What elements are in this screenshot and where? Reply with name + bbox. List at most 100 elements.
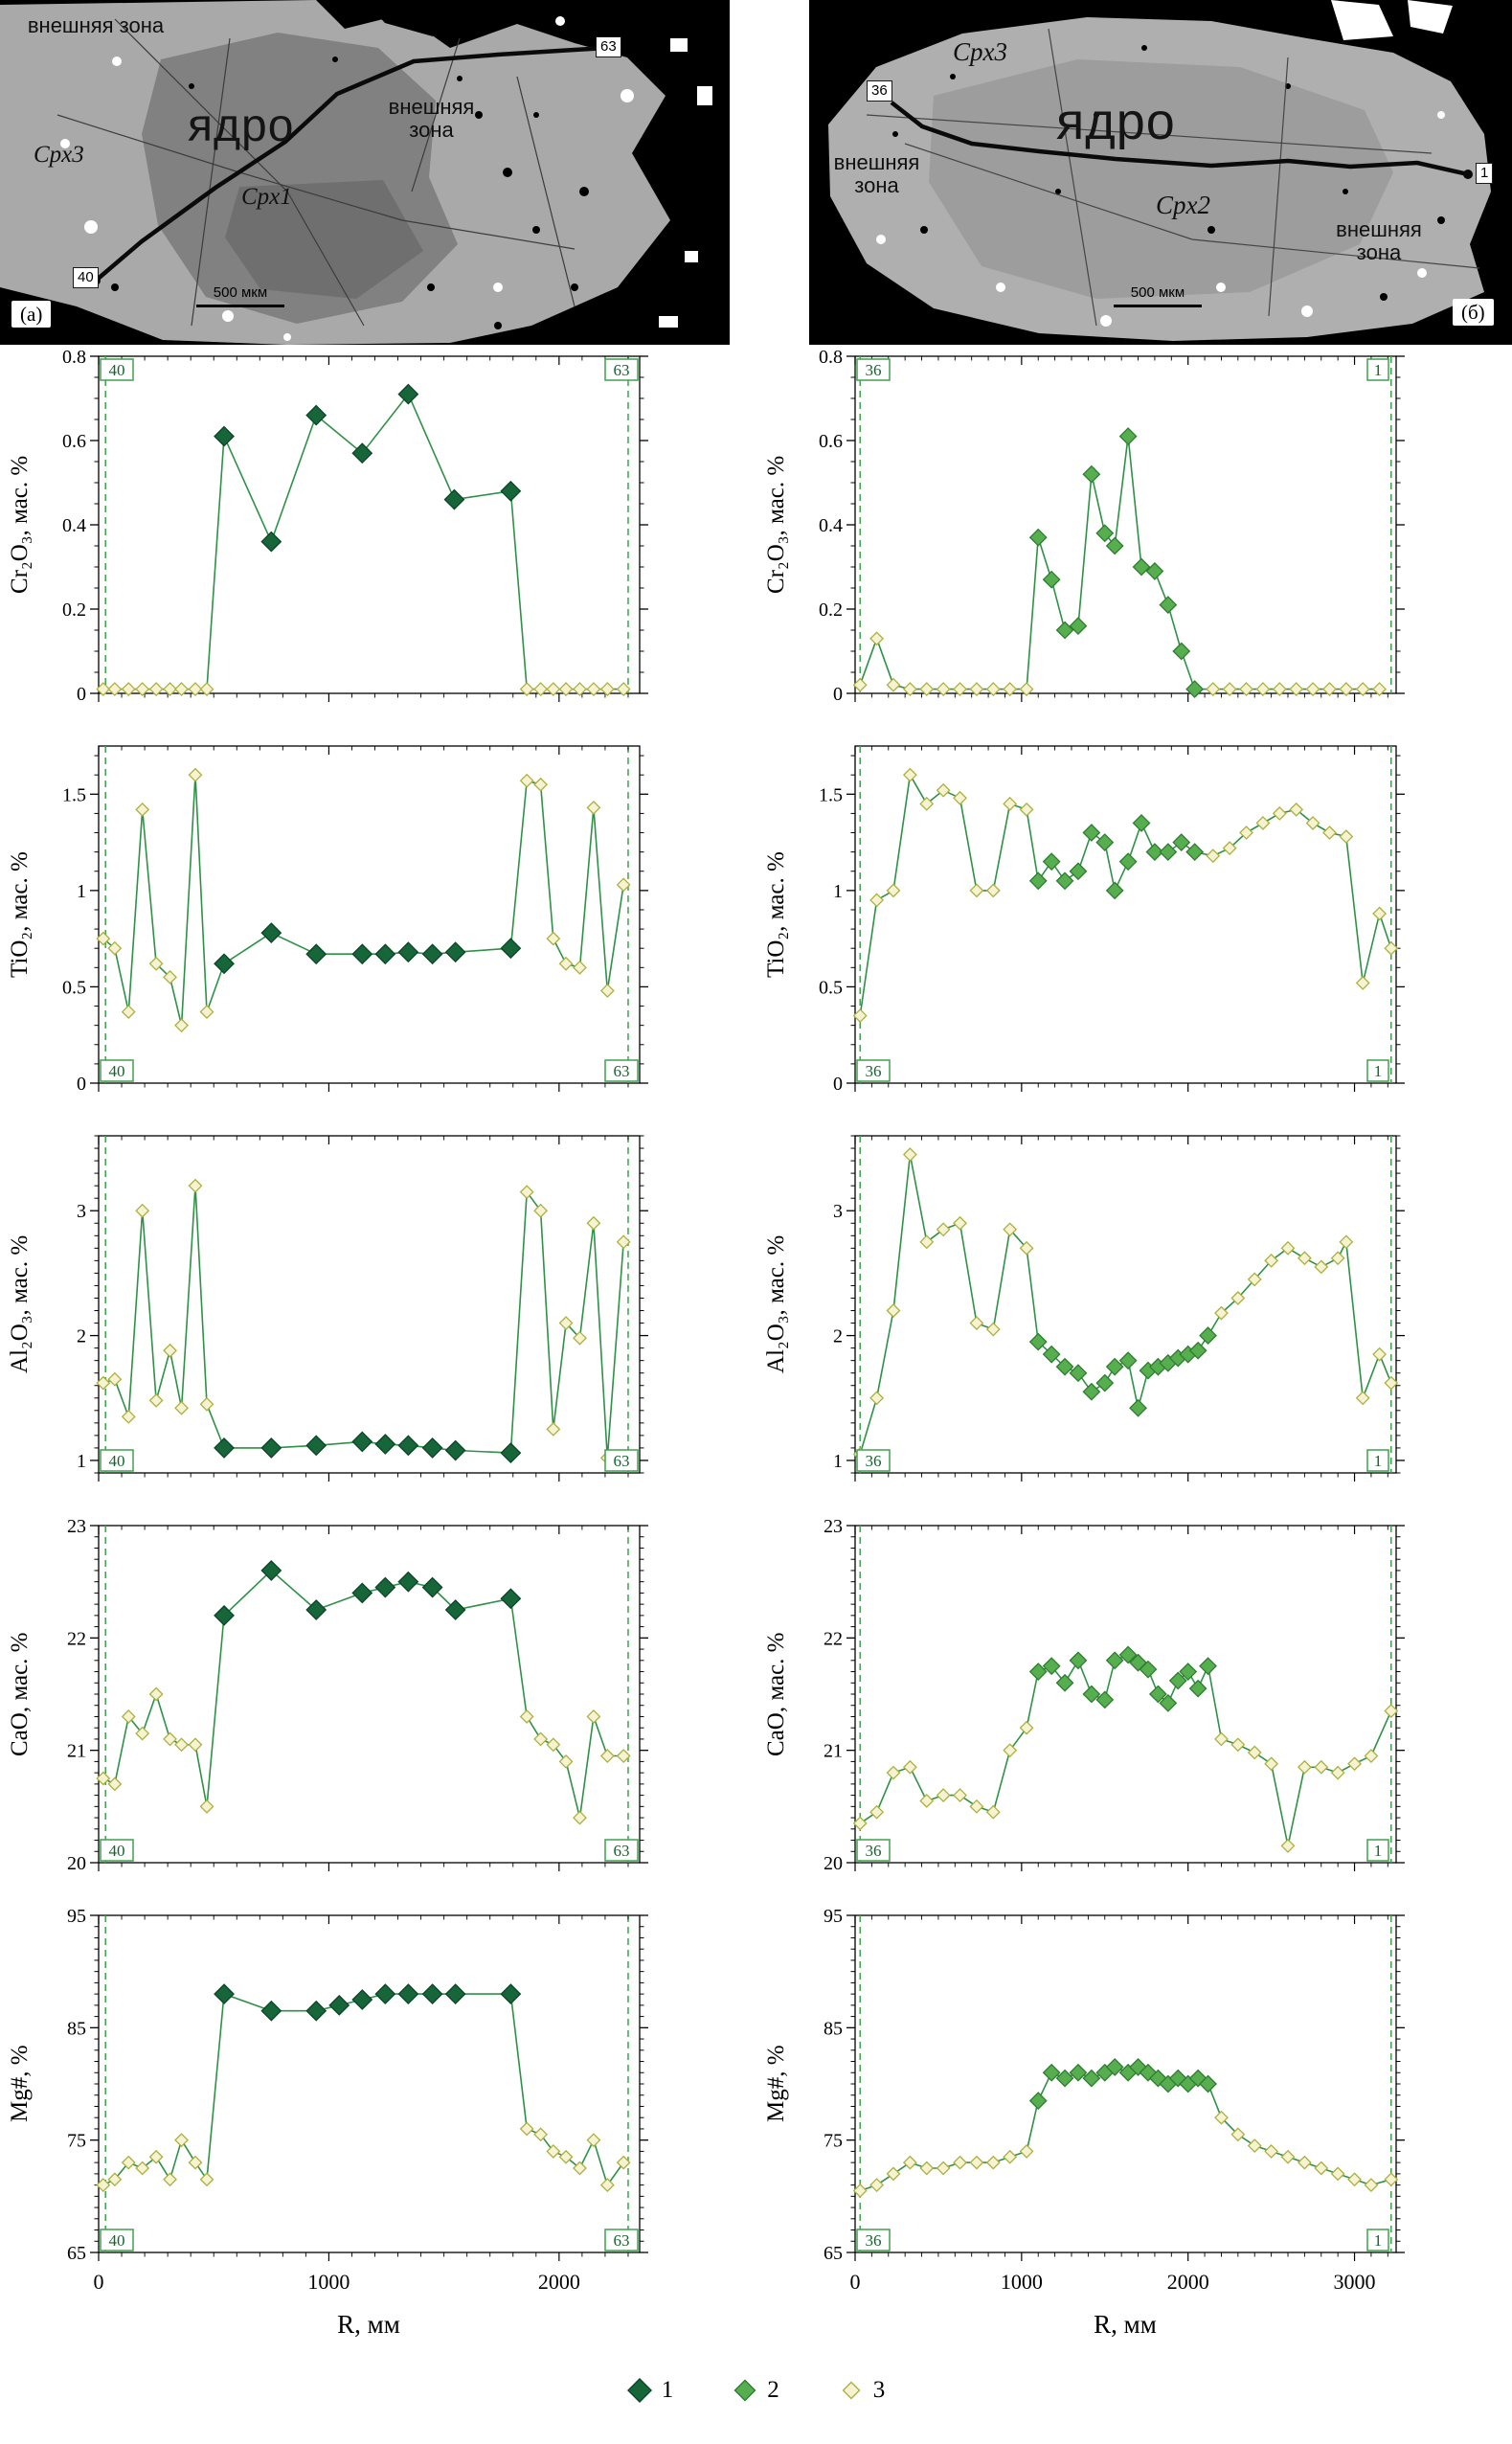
black-patch-top [364,0,450,36]
data-point-type-3 [148,682,164,697]
y-tick-label: 0.4 [819,515,843,536]
traverse-endpoint-label: 40 [109,2231,125,2250]
data-point-type-3 [599,2178,615,2193]
legend-item-3: 3 [839,2377,885,2404]
traverse-endpoint-box [100,1059,134,1082]
data-point-type-2 [1105,536,1124,555]
data-point-type-3 [886,883,901,898]
traverse-endpoint-label: 63 [614,1062,630,1080]
data-point-type-3 [869,893,885,908]
data-point-type-1 [260,531,282,553]
data-point-type-1 [443,488,465,510]
data-point-type-3 [599,682,615,697]
diamond-marker-pale-icon [839,2378,864,2403]
x-tick-label: 1000 [1001,2270,1043,2294]
data-point-type-2 [1055,2069,1074,2088]
data-point-type-2 [1159,1693,1178,1712]
x-tick-label: 2000 [538,2270,580,2294]
data-point-type-3 [558,1316,574,1330]
data-point-type-3 [573,682,587,697]
data-point-type-3 [1297,1251,1312,1266]
data-point-type-3 [188,1737,203,1753]
data-point-type-3 [1003,682,1018,697]
data-point-type-3 [533,682,549,697]
data-point-type-2 [1028,528,1048,547]
data-point-type-3 [546,1421,561,1437]
data-point-type-2 [1042,852,1061,871]
traverse-endpoint-label: 36 [866,1452,882,1470]
y-tick-label: 1 [833,1451,843,1472]
traverse-endpoint-label: 63 [614,361,630,379]
traverse-start-box: 36 [867,80,892,102]
traverse-endpoint-box [604,1449,639,1472]
chart-panel-b1: 0 0.5 1 1.5 36 1 [819,745,1405,1095]
scale-bar-label: 500 мкм [213,284,268,301]
data-point-type-3 [546,682,561,697]
data-point-type-3 [1330,1765,1345,1780]
traverse-endpoint-box [604,1059,639,1082]
data-point-type-3 [1339,829,1354,844]
data-point-type-1 [374,1434,396,1455]
data-point-type-3 [586,2133,601,2148]
data-point-type-3 [1289,802,1304,817]
scale-bar-label: 500 мкм [1130,284,1185,301]
traverse-endpoint-box [856,1059,891,1082]
data-point-type-3 [546,2143,561,2159]
data-point-type-3 [135,1203,150,1218]
data-point-type-3 [886,677,901,692]
data-point-type-3 [1384,2172,1399,2187]
data-point-type-3 [1003,796,1018,811]
data-point-type-1 [421,1983,443,2005]
data-point-type-3 [985,1804,1001,1820]
data-point-type-3 [1264,2143,1279,2159]
data-point-type-3 [163,969,177,984]
data-point-type-3 [121,1709,136,1724]
data-point-type-3 [174,1400,189,1415]
label-outer-zone-left: внешняя зона [27,13,165,37]
data-point-type-3 [852,677,868,692]
chart-panel-a3: 20 21 22 23 40 63 [67,1516,648,1874]
data-point-type-3 [1339,1234,1354,1250]
data-point-type-1 [260,922,282,944]
data-point-type-3 [969,883,984,898]
traverse-endpoint-label: 63 [614,1842,630,1860]
data-point-type-3 [519,682,534,697]
data-point-type-3 [121,1005,136,1019]
dark-inclusions [892,45,1445,301]
data-point-type-2 [1028,1663,1048,1681]
data-point-type-3 [1003,1222,1018,1237]
data-point-type-3 [1322,682,1337,697]
chart-panel-a1: 0 0.5 1 1.5 40 63 [62,745,648,1095]
cracks [866,28,1480,327]
y-tick-label: 0.6 [62,431,86,452]
traverse-endpoint-label: 1 [1374,1452,1383,1470]
series-markers [852,1147,1399,1461]
data-point-type-3 [163,2172,177,2187]
data-point-type-3 [1280,2149,1296,2164]
data-point-type-2 [1168,2069,1187,2088]
data-point-type-3 [107,1776,123,1792]
x-tick-label: 1000 [307,2270,350,2294]
series-markers [852,1645,1399,1853]
bse-image-a: внешняя зона Cpx3 ядро Cpx1 внешняя зона… [0,0,730,345]
label-cpx3: Cpx3 [34,142,84,168]
data-point-type-3 [1272,682,1287,697]
data-point-type-2 [1132,814,1151,832]
series-markers [852,767,1399,1024]
y-tick-label: 1 [833,881,843,902]
data-point-type-3 [936,1788,951,1803]
data-point-type-1 [305,1599,327,1620]
data-point-type-1 [214,1437,235,1459]
series-markers [852,2057,1399,2198]
traverse-endpoint-box [856,358,891,381]
traverse-endpoint-label: 63 [614,2231,630,2250]
x-tick-label: 0 [850,2270,861,2294]
data-point-type-3 [96,2178,111,2193]
y-axis-title: Cr₂O₃, мас. % [7,455,33,595]
y-tick-label: 22 [67,1628,86,1649]
data-point-type-3 [936,682,951,697]
data-point-type-3 [163,682,177,697]
data-point-type-2 [1105,2057,1124,2076]
data-point-type-3 [953,2155,967,2170]
